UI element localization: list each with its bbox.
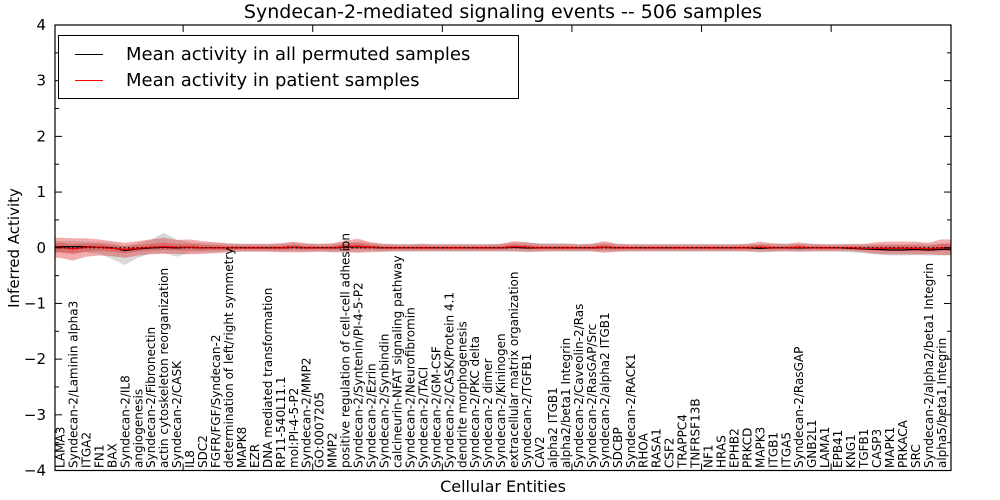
y-axis-label: Inferred Activity [5, 188, 23, 308]
x-tick-label: Syndecan-2/IL8 [118, 375, 132, 468]
x-tick-label: EZR [248, 444, 262, 468]
x-tick-label: SDCBP [611, 427, 625, 468]
x-tick-label: PRKCD [740, 428, 754, 468]
x-tick-label: MAPK1 [883, 427, 897, 468]
x-tick-label: RP11-540L11.1 [274, 377, 288, 468]
x-tick-label: LAMA1 [818, 427, 832, 468]
x-tick-label: ITGA5 [779, 432, 793, 468]
x-tick-label: RASA1 [650, 428, 664, 468]
x-tick-label: Syndecan-2/PKC delta [468, 336, 482, 468]
legend-label-permuted: Mean activity in all permuted samples [126, 43, 471, 65]
x-tick-label: ITGA2 [79, 432, 93, 468]
x-axis-label: Cellular Entities [440, 477, 566, 496]
x-tick-label: Syndecan-2 dimer [481, 358, 495, 468]
x-tick-label: EPB41 [831, 430, 845, 468]
legend: Mean activity in all permuted samples Me… [58, 35, 519, 99]
x-tick-label: LAMA3 [54, 427, 68, 468]
x-tick-label: determination of left/right symmetry [222, 248, 236, 468]
x-tick-label: alpha2 ITGB1 [546, 387, 560, 468]
x-tick-label: Syndecan-2/Fibronectin [144, 327, 158, 468]
red-band-inner [55, 242, 951, 255]
legend-entry-permuted: Mean activity in all permuted samples [59, 44, 518, 65]
x-tick-label: Syndecan-2/alpha2 ITGB1 [598, 312, 612, 468]
x-tick-label: RHOA [637, 432, 651, 468]
y-tick-label: 4 [36, 16, 46, 34]
x-tick-label: alpha5/beta1 Integrin [935, 338, 949, 468]
legend-line-red-swatch [75, 79, 103, 81]
x-tick-label: Syndecan-2/RasGAP [792, 347, 806, 468]
x-tick-label: TNFRSF13B [689, 398, 703, 469]
x-tick-label: GO:0007205 [313, 392, 327, 468]
x-tick-label: Syndecan-2/MMP2 [300, 358, 314, 468]
x-tick-label: dendrite morphogenesis [455, 321, 469, 468]
x-tick-label: IL8 [183, 450, 197, 468]
legend-line-black-swatch [75, 53, 103, 55]
x-tick-label: ITGB1 [766, 432, 780, 468]
x-tick-label: actin cytoskeleton reorganization [157, 268, 171, 468]
x-tick-label: Syndecan-2/TGFB1 [520, 354, 534, 468]
y-tick-label: −2 [24, 350, 46, 368]
y-tick-label: 3 [36, 72, 46, 90]
x-tick-label: Syndecan-2/alpha2/beta1 Integrin [922, 263, 936, 468]
x-tick-label: BAX [105, 443, 119, 468]
x-tick-label: NF1 [702, 444, 716, 468]
x-tick-label: DNA mediated transformation [261, 288, 275, 468]
chart-title: Syndecan-2-mediated signaling events -- … [243, 1, 763, 23]
x-tick-label: calcineurin-NFAT signaling pathway [391, 255, 405, 468]
x-tick-label: Syndecan-2/GM-CSF [429, 346, 443, 468]
x-tick-label: Syndecan-2/RACK1 [624, 353, 638, 468]
x-tick-label: CASP3 [870, 429, 884, 468]
x-tick-label: CAV2 [533, 436, 547, 468]
x-tick-label: HRAS [715, 435, 729, 468]
x-tick-label: Syndecan-2/CASK/Protein 4.1 [442, 292, 456, 468]
x-tick-label: FGFR/FGF/Syndecan-2 [209, 335, 223, 468]
x-tick-label: MAPK8 [235, 427, 249, 468]
x-tick-label: GNB2L1 [805, 420, 819, 468]
x-tick-label: SRC [909, 444, 923, 468]
x-tick-label: Syndecan-2/Synbindin [378, 334, 392, 468]
x-tick-label: Syndecan-2/Neurofibromin [403, 307, 417, 468]
x-tick-label: KNG1 [844, 434, 858, 468]
y-tick-label: −1 [24, 294, 46, 312]
data-layer [55, 232, 951, 265]
legend-entry-patient: Mean activity in patient samples [59, 70, 518, 91]
y-tick-label: −4 [24, 462, 46, 480]
x-tick-label: Syndecan-2/CASK [170, 360, 184, 468]
x-tick-label: Syndecan-2/Syntenin/PI-4-5-P2 [352, 282, 366, 468]
x-tick-label: angiogenesis [131, 389, 145, 468]
x-tick-label: Syndecan-2/Kininogen [494, 333, 508, 468]
y-tick-label: 2 [36, 127, 46, 145]
red-band-outer [55, 237, 951, 261]
x-tick-label: PRKACA [896, 419, 910, 468]
x-tick-label: positive regulation of cell-cell adhesio… [339, 233, 353, 468]
x-tick-label: Syndecan-2/RasGAP/Src [585, 324, 599, 468]
x-tick-label: MMP2 [326, 432, 340, 468]
x-tick-label: FN1 [92, 444, 106, 468]
x-tick-label: SDC2 [196, 435, 210, 468]
x-tick-label: MAPK3 [753, 427, 767, 468]
legend-label-patient: Mean activity in patient samples [126, 69, 420, 91]
x-tick-label: mol:PI-4-5-P2 [287, 388, 301, 468]
gray-band [55, 232, 951, 265]
x-tick-label: CSF2 [663, 437, 677, 468]
x-tick-label: TRAPPC4 [676, 414, 690, 469]
y-tick-label: 1 [36, 183, 46, 201]
x-tick-label: TGFB1 [857, 429, 871, 469]
x-tick-label: alpha2/beta1 Integrin [559, 338, 573, 468]
x-tick-label: Syndecan-2/Caveolin-2/Ras [572, 304, 586, 468]
x-tick-label: extracellular matrix organization [507, 272, 521, 469]
y-tick-label: −3 [24, 406, 46, 424]
x-tick-label: EPHB2 [727, 428, 741, 468]
x-tick-label: Syndecan-2/Ezrin [365, 363, 379, 468]
x-tick-label: Syndecan-2/Laminin alpha3 [67, 301, 81, 468]
y-tick-label: 0 [36, 239, 46, 257]
x-tick-label: Syndecan-2/TACI [416, 367, 430, 468]
